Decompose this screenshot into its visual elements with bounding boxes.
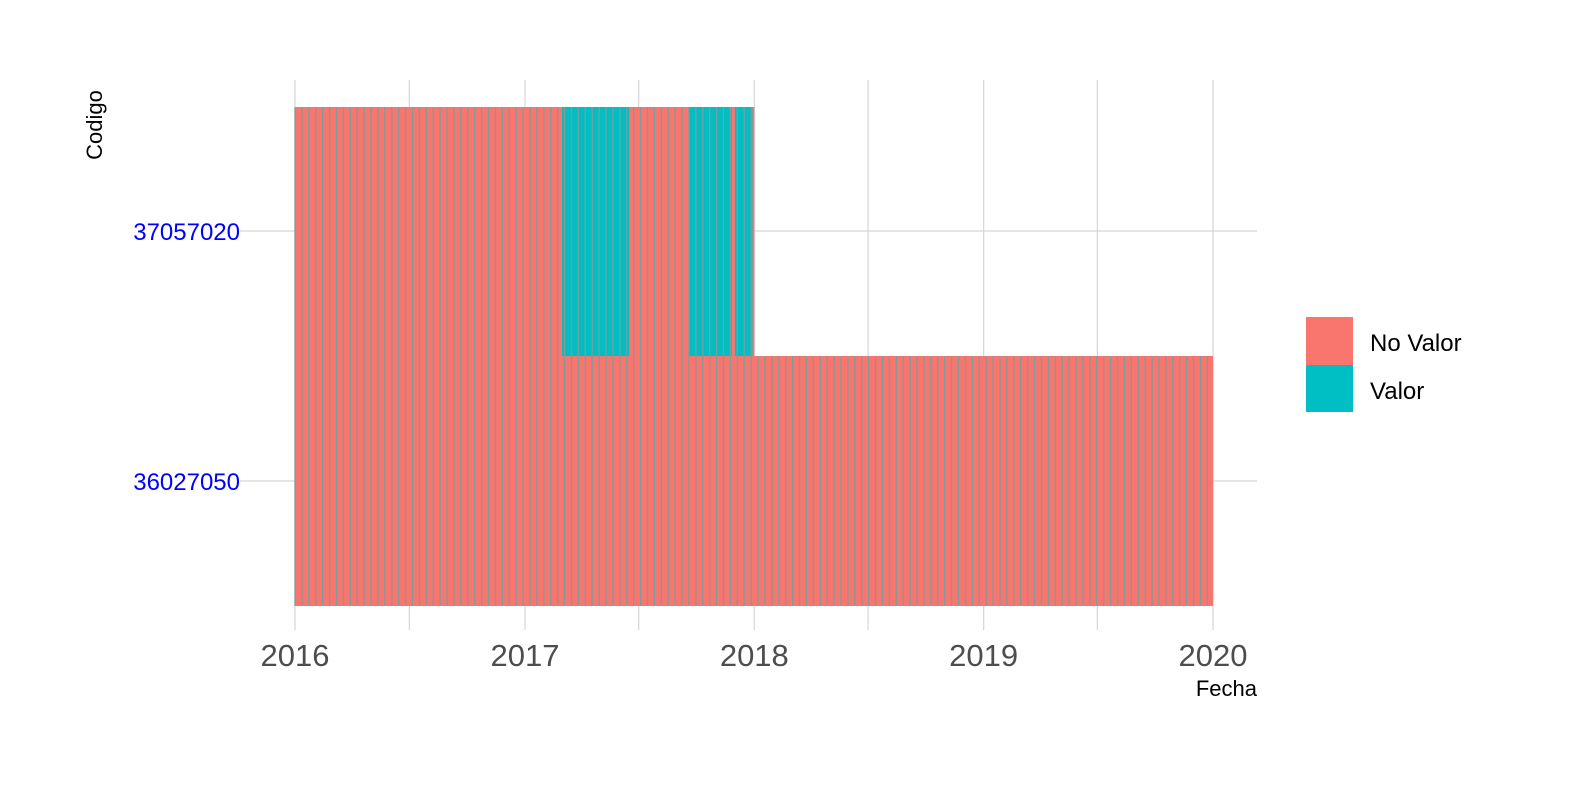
- tile-block-valor: [689, 107, 732, 356]
- tile-block-valor: [562, 107, 620, 356]
- x-tick-label: 2018: [720, 638, 789, 673]
- x-tick-label: 2019: [949, 638, 1018, 673]
- legend-label-no-valor: No Valor: [1370, 330, 1462, 357]
- x-tick-label: 2017: [490, 638, 559, 673]
- tile-block-valor: [619, 107, 630, 356]
- y-axis-title: Codigo: [82, 90, 107, 160]
- y-tick-label: 37057020: [133, 219, 240, 246]
- x-axis-ticks: 2016 2017 2018 2019 2020: [261, 638, 1248, 673]
- legend-key-valor: [1306, 365, 1353, 412]
- x-tick-label: 2016: [261, 638, 330, 673]
- x-tick-label: 2020: [1179, 638, 1248, 673]
- y-tick-label: 36027050: [133, 469, 240, 496]
- tile-block-no-valor: [295, 356, 1213, 606]
- x-axis-title: Fecha: [1196, 676, 1258, 701]
- legend-label-valor: Valor: [1370, 378, 1424, 405]
- legend: No Valor Valor: [1306, 317, 1462, 412]
- legend-key-no-valor: [1306, 317, 1353, 365]
- tiles: [294, 107, 1213, 606]
- y-axis-ticks: 36027050 37057020: [133, 219, 240, 496]
